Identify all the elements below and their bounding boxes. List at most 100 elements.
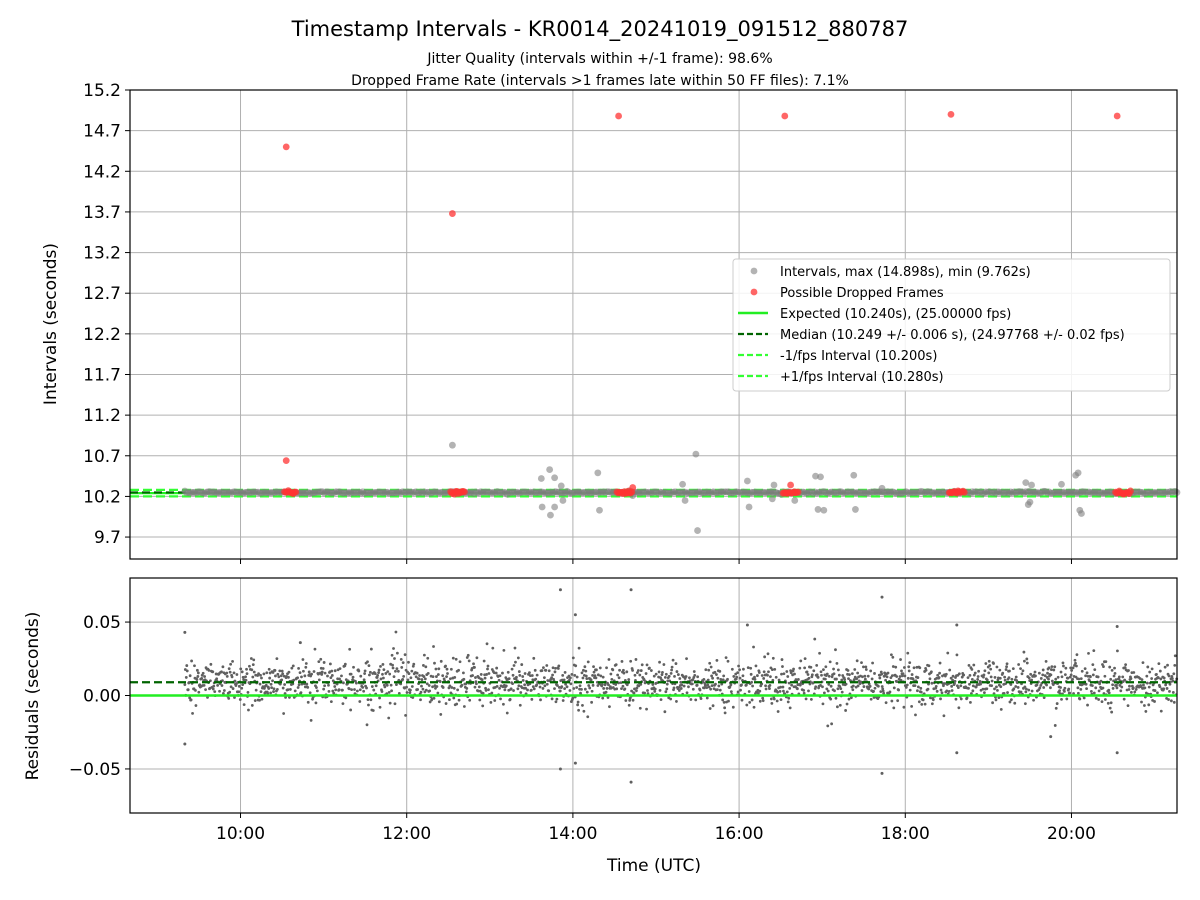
residual-point — [274, 674, 277, 678]
residual-point — [1071, 677, 1074, 681]
residual-point — [1113, 671, 1117, 675]
residual-point — [692, 670, 696, 673]
chart-title: Timestamp Intervals - KR0014_20241019_09… — [291, 17, 909, 42]
residual-point — [465, 656, 469, 659]
residual-point — [547, 689, 551, 693]
residual-point — [1024, 690, 1028, 694]
residual-point — [228, 670, 232, 674]
residual-point — [1083, 667, 1087, 670]
residual-point — [446, 672, 449, 675]
residual-point — [281, 672, 285, 676]
residual-point — [1045, 683, 1048, 687]
residual-point — [276, 672, 280, 676]
residual-point — [723, 711, 727, 715]
residual-point — [573, 613, 577, 617]
residual-point — [228, 690, 232, 694]
residual-point — [465, 687, 469, 690]
residual-point — [670, 665, 674, 669]
residual-point — [852, 678, 856, 681]
residual-point — [373, 672, 377, 675]
residual-point — [955, 751, 959, 755]
residual-point — [601, 696, 605, 700]
residual-point — [790, 683, 794, 687]
residual-point — [489, 700, 493, 704]
residual-point — [939, 688, 943, 692]
residual-point — [830, 722, 834, 726]
residual-point — [987, 671, 991, 675]
residual-point — [735, 675, 739, 679]
residual-point — [547, 669, 551, 673]
legend-label: Possible Dropped Frames — [780, 286, 944, 301]
residual-point — [694, 698, 698, 702]
residual-point — [405, 691, 409, 694]
dropped-frame-point — [615, 112, 622, 120]
residual-point — [663, 675, 667, 679]
residual-point — [768, 687, 771, 690]
residual-point — [771, 656, 775, 660]
residual-point — [624, 699, 628, 702]
residual-point — [888, 690, 892, 694]
residual-point — [380, 690, 384, 693]
dropped-frame-point — [1127, 487, 1134, 495]
residual-point — [1023, 702, 1027, 706]
residual-point — [955, 653, 959, 657]
residual-point — [787, 696, 791, 700]
interval-point — [449, 441, 456, 449]
residual-point — [977, 669, 981, 673]
residual-point — [646, 692, 650, 695]
residual-point — [851, 688, 855, 692]
residual-point — [902, 666, 906, 669]
residual-point — [889, 653, 893, 657]
residual-point — [718, 688, 722, 692]
residual-point — [994, 698, 998, 702]
residual-point — [896, 699, 900, 703]
residual-point — [770, 668, 774, 672]
residual-point — [649, 669, 653, 672]
residual-point — [617, 676, 621, 680]
residual-point — [420, 684, 423, 688]
residual-point — [487, 688, 490, 692]
residual-point — [914, 713, 917, 717]
residual-point — [303, 674, 307, 678]
residual-point — [645, 663, 649, 667]
residual-point — [638, 706, 642, 710]
residual-point — [251, 675, 255, 679]
residual-point — [298, 671, 302, 675]
residual-point — [220, 684, 224, 687]
residual-point — [382, 668, 386, 672]
residual-point — [903, 674, 907, 678]
residual-point — [545, 682, 549, 686]
residual-point — [764, 684, 767, 688]
residual-point — [895, 680, 899, 684]
residual-point — [530, 697, 534, 701]
residual-point — [1060, 675, 1064, 679]
residual-point — [502, 649, 506, 652]
residual-point — [1127, 688, 1131, 691]
residual-point — [450, 686, 454, 689]
residual-point — [503, 688, 507, 692]
residual-point — [342, 681, 345, 685]
residual-point — [710, 674, 714, 678]
residual-point — [822, 691, 826, 695]
residual-point — [789, 671, 793, 675]
residual-point — [904, 686, 908, 689]
residual-point — [300, 682, 304, 686]
residual-point — [320, 670, 324, 674]
residual-point — [714, 682, 717, 686]
residual-point — [569, 682, 573, 686]
legend-entry: Intervals, max (14.898s), min (9.762s) — [750, 265, 1031, 280]
residual-point — [923, 702, 927, 706]
residual-point — [222, 689, 226, 692]
residual-point — [609, 672, 613, 676]
residual-point — [1108, 706, 1112, 710]
residual-point — [779, 685, 782, 689]
residual-point — [517, 670, 521, 673]
residual-point — [362, 689, 366, 693]
residual-point — [259, 690, 263, 693]
residual-point — [965, 696, 969, 700]
residual-point — [577, 646, 581, 650]
residual-point — [282, 712, 286, 715]
residual-point — [884, 678, 888, 682]
residual-point — [752, 705, 756, 709]
